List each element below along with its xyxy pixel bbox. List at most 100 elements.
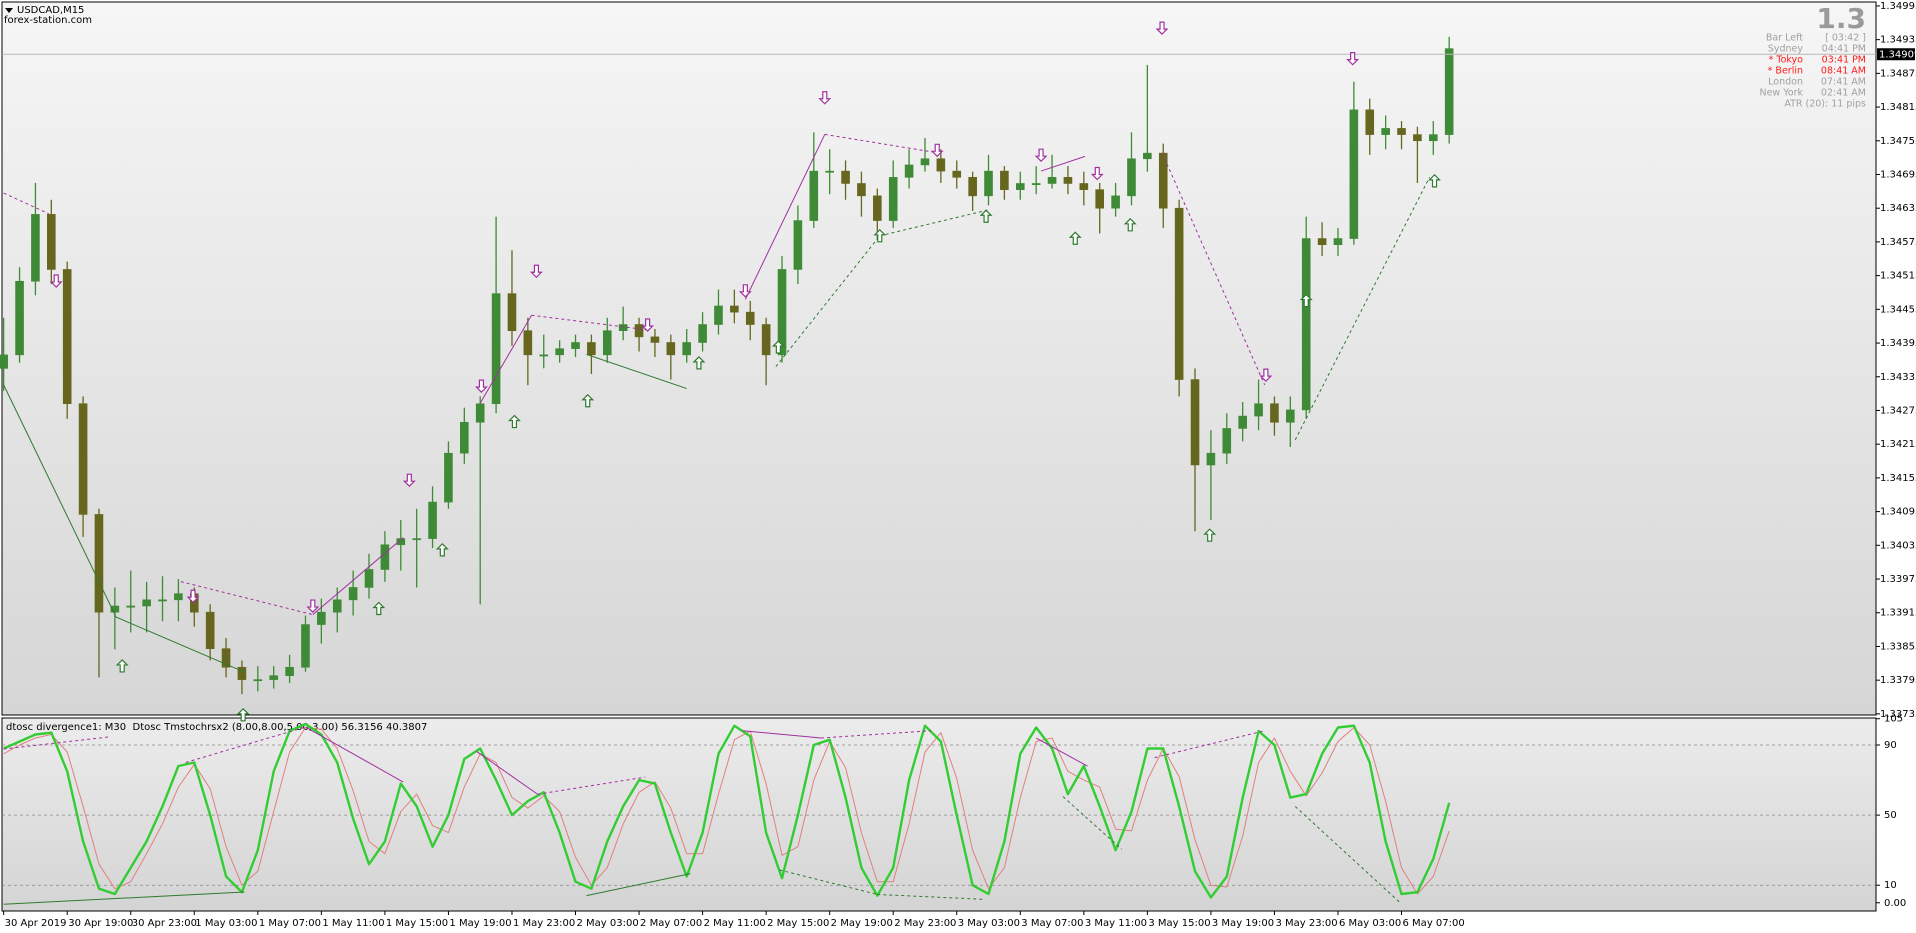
candle-body	[809, 170, 819, 221]
candle-body	[1286, 409, 1295, 423]
candle-body	[428, 501, 437, 539]
buy-arrow	[435, 543, 449, 557]
candle-body	[1413, 134, 1422, 142]
y-tick-label: 1.33975	[1880, 574, 1916, 585]
x-tick-label: 3 May 03:00	[958, 918, 1020, 929]
candle-body	[1079, 183, 1089, 190]
candle-body	[507, 293, 517, 331]
candle-body	[158, 599, 167, 602]
oscillator-title: dtosc divergence1: M30 Dtosc Tmstochrsx2…	[6, 722, 427, 733]
divergence-line	[744, 134, 826, 300]
candle-body	[523, 330, 533, 356]
divergence-line	[1161, 152, 1266, 386]
candle-body	[1047, 177, 1057, 184]
sell-arrow	[1090, 166, 1104, 181]
candle-body	[714, 305, 723, 325]
divergence-line	[3, 384, 117, 618]
oscillator-line	[3, 722, 1451, 899]
info-label: Sydney	[1768, 44, 1804, 55]
candle-body	[1127, 158, 1136, 197]
info-label: * Tokyo	[1769, 55, 1804, 66]
divergence-line	[305, 726, 404, 783]
buy-arrow	[1068, 231, 1082, 245]
candle-body	[1238, 415, 1247, 429]
candle-body	[1444, 48, 1454, 135]
candle-body	[237, 666, 247, 680]
info-label: New York	[1759, 88, 1803, 99]
current-price-box	[1877, 48, 1915, 61]
buy-arrow	[771, 340, 785, 354]
candle-body	[444, 452, 453, 503]
y-tick-label: 1.34695	[1880, 169, 1916, 180]
y-tick-label: 50	[1884, 810, 1897, 821]
candle-body	[761, 324, 771, 356]
sell-arrow	[402, 473, 416, 488]
divergence-line	[1035, 737, 1088, 767]
symbol-title: USDCAD,M15	[17, 5, 84, 16]
x-tick-label: 3 May 19:00	[1212, 918, 1274, 929]
x-tick-label: 1 May 23:00	[513, 918, 575, 929]
candle-body	[142, 599, 151, 607]
candle-body	[618, 324, 628, 331]
y-tick-label: 1.34635	[1880, 203, 1916, 214]
candle-body	[364, 569, 374, 588]
info-time: 03:41 PM	[1822, 55, 1866, 66]
candle-body	[1254, 403, 1263, 417]
candle-body	[952, 170, 962, 178]
candle-body	[873, 195, 882, 221]
info-time: 07:41 AM	[1821, 77, 1866, 88]
y-tick-label: 1.34755	[1880, 136, 1916, 147]
buy-arrow	[1299, 293, 1313, 308]
menu-triangle[interactable]	[5, 8, 13, 13]
candle-body	[0, 354, 8, 369]
candle-body	[126, 605, 136, 608]
candle-body	[332, 599, 342, 613]
info-label: * Berlin	[1768, 66, 1803, 77]
sell-arrow	[1346, 52, 1360, 66]
divergence-line	[180, 581, 313, 616]
sell-arrow	[186, 589, 200, 604]
y-tick-label: 1.34275	[1880, 405, 1916, 416]
y-tick-label: 1.34215	[1880, 439, 1916, 450]
y-tick-label: 10	[1884, 880, 1897, 891]
info-atr: ATR (20): 11 pips	[1784, 99, 1866, 110]
info-time: 02:41 AM	[1821, 88, 1866, 99]
x-tick-label: 2 May 03:00	[577, 918, 639, 929]
x-tick-label: 3 May 15:00	[1148, 918, 1210, 929]
sell-arrow	[930, 143, 944, 158]
candle-body	[1206, 452, 1216, 466]
info-big: 1.3	[1816, 2, 1866, 35]
y-tick-label: 1.34095	[1880, 507, 1916, 518]
current-price-label: 1.34909	[1879, 49, 1916, 60]
x-tick-label: 1 May 07:00	[259, 918, 321, 929]
candle-body	[1143, 152, 1152, 160]
divergence-line	[115, 616, 245, 673]
divergence-line	[3, 192, 50, 215]
candle-body	[460, 421, 469, 454]
x-tick-label: 3 May 07:00	[1021, 918, 1083, 929]
sell-arrow	[738, 284, 752, 298]
candle-body	[650, 336, 660, 343]
candle-body	[1397, 128, 1406, 135]
buy-arrow	[692, 356, 706, 370]
sell-arrow	[1259, 368, 1273, 382]
candle-body	[539, 354, 549, 357]
candle-body	[31, 214, 40, 282]
divergence-line	[742, 730, 822, 739]
divergence-line	[185, 726, 306, 763]
candle-body	[47, 214, 56, 270]
y-tick-label: 1.34875	[1880, 68, 1916, 79]
candle-body	[793, 220, 803, 270]
candle-body	[745, 311, 755, 325]
oscillator-pane	[1, 717, 1877, 912]
x-tick-label: 6 May 03:00	[1339, 918, 1401, 929]
candle-body	[730, 305, 739, 313]
candle-body	[1174, 207, 1184, 380]
divergence-line	[479, 314, 532, 404]
y-tick-label: 1.34335	[1880, 372, 1916, 383]
candle-body	[777, 269, 787, 356]
candle-body	[317, 611, 326, 625]
sell-arrow	[49, 274, 63, 288]
divergence-line	[879, 209, 988, 237]
candle-body	[1333, 238, 1343, 246]
